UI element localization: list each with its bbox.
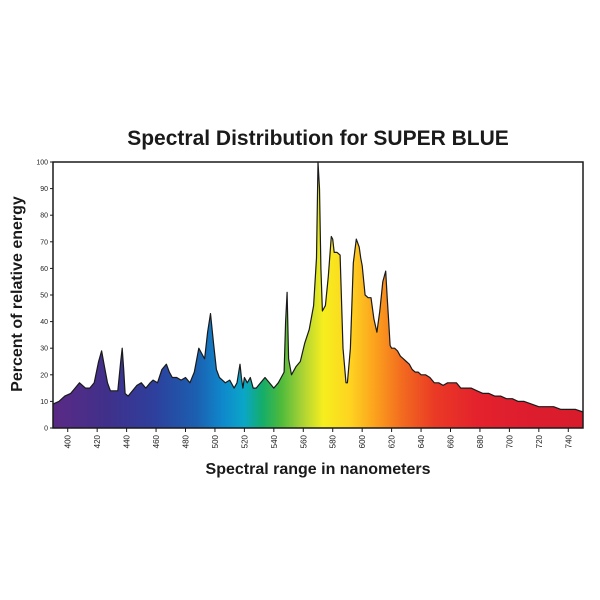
x-axis-label: Spectral range in nanometers (206, 461, 431, 478)
x-axis-ticks: 400 420 440 460 480 500 520 540 560 580 600 620 640 6… (64, 428, 573, 448)
x-tick-label: 640 (417, 434, 426, 448)
y-tick-label: 20 (40, 372, 48, 379)
plot-frame (52, 161, 584, 429)
y-tick-label: 60 (40, 266, 48, 273)
spectrum-outline (52, 161, 584, 413)
x-tick-label: 540 (270, 434, 279, 448)
x-tick-label: 620 (388, 434, 397, 448)
y-tick-label: 80 (40, 213, 48, 220)
x-tick-label: 600 (358, 434, 367, 448)
x-tick-label: 460 (152, 434, 161, 448)
x-tick-label: 560 (299, 434, 308, 448)
y-tick-label: 90 (40, 186, 48, 193)
x-tick-label: 680 (476, 434, 485, 448)
y-axis-label: Percent of relative energy (9, 196, 26, 392)
spectrum-area (53, 162, 583, 428)
x-tick-label: 440 (123, 434, 132, 448)
y-tick-label: 30 (40, 346, 48, 353)
y-tick-label: 50 (40, 293, 48, 300)
y-tick-label: 0 (44, 426, 48, 433)
x-tick-label: 700 (505, 434, 514, 448)
x-tick-label: 660 (447, 434, 456, 448)
x-tick-label: 520 (240, 434, 249, 448)
y-tick-label: 10 (40, 399, 48, 406)
y-axis-ticks: 0 10 20 30 40 50 60 70 80 90 100 (36, 160, 53, 433)
x-tick-label: 740 (564, 434, 573, 448)
y-tick-label: 70 (40, 239, 48, 246)
x-tick-label: 480 (182, 434, 191, 448)
x-tick-label: 400 (64, 434, 73, 448)
y-tick-label: 100 (36, 160, 48, 167)
x-tick-label: 420 (93, 434, 102, 448)
y-tick-label: 40 (40, 319, 48, 326)
x-tick-label: 720 (535, 434, 544, 448)
chart-title: Spectral Distribution for SUPER BLUE (127, 127, 509, 150)
x-tick-label: 500 (211, 434, 220, 448)
x-tick-label: 580 (329, 434, 338, 448)
